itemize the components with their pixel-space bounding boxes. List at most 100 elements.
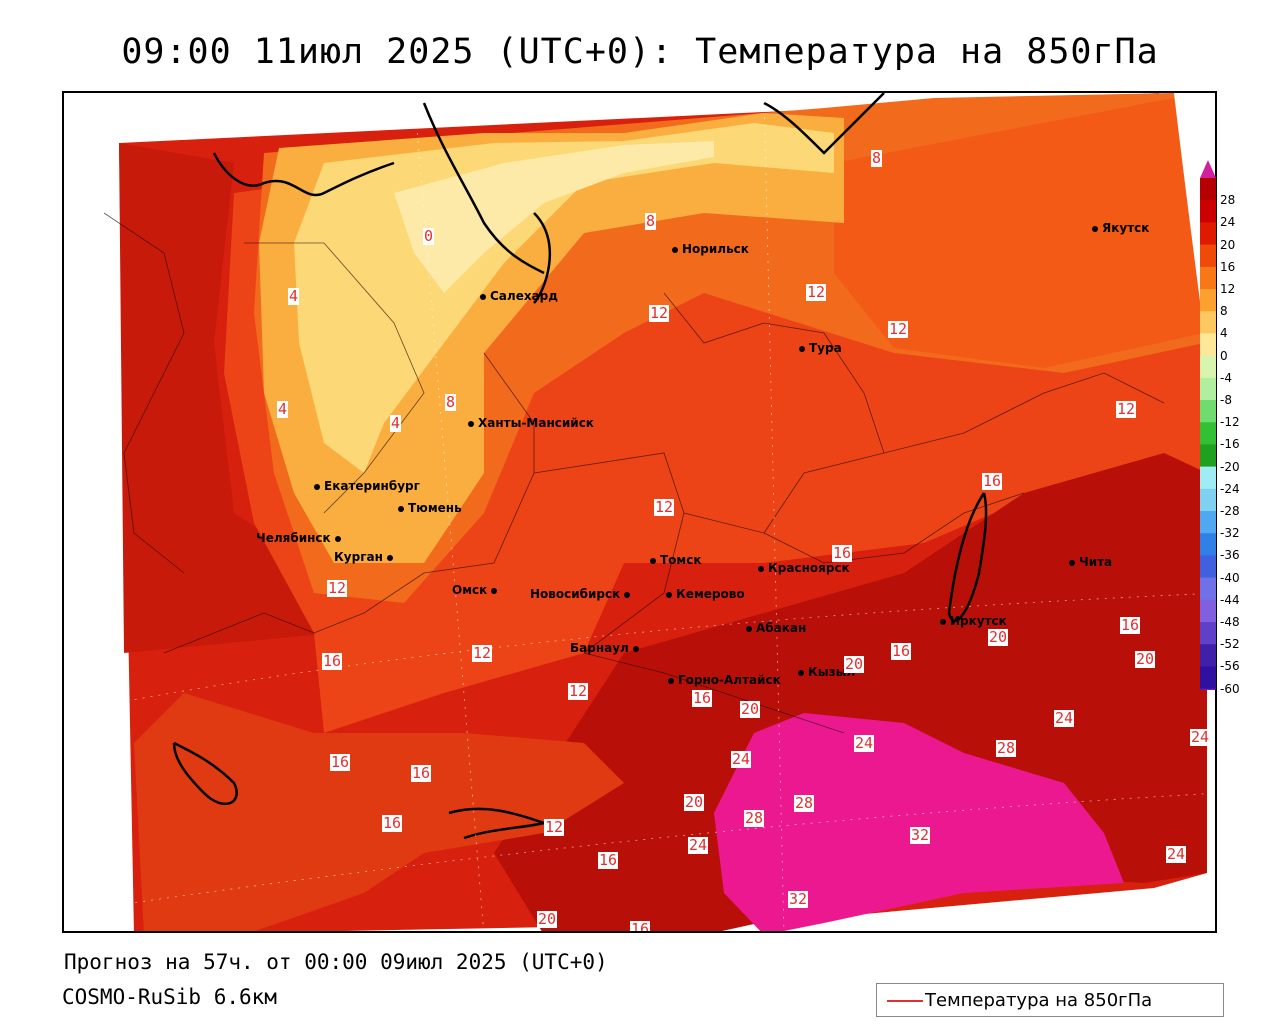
contour-label: 12	[649, 304, 670, 322]
contour-label: 16	[692, 689, 713, 707]
contour-label: 20	[537, 910, 558, 928]
color-scale-swatch	[1200, 666, 1216, 690]
contour-label: 28	[744, 809, 765, 827]
city-salekhard: Салехард	[480, 289, 558, 303]
contour-label: 16	[891, 642, 912, 660]
city-krasnoyarsk: Красноярск	[758, 561, 850, 575]
city-gorno-altaysk: Горно-Алтайск	[668, 673, 781, 687]
contour-label: 16	[832, 544, 853, 562]
model-name: COSMO-RuSib 6.6км	[62, 985, 277, 1009]
contour-label: 20	[740, 700, 761, 718]
color-scale-swatch	[1200, 178, 1216, 201]
color-scale-swatch	[1200, 266, 1216, 290]
city-norilsk: Норильск	[672, 242, 749, 256]
city-kemerovo: Кемерово	[666, 587, 745, 601]
contour-label: 16	[330, 753, 351, 771]
color-scale-tick: 28	[1220, 193, 1236, 208]
legend-line	[887, 1000, 923, 1002]
color-scale-swatch	[1200, 333, 1216, 357]
city-abakan: Абакан	[746, 621, 806, 635]
legend-label: Температура на 850гПа	[925, 990, 1153, 1011]
contour-label: 16	[411, 764, 432, 782]
contour-label: 8	[645, 212, 657, 230]
contour-label: 12	[1116, 400, 1137, 418]
contour-label: 8	[445, 393, 457, 411]
city-kurgan: Курган	[334, 550, 397, 564]
color-scale-swatch	[1200, 200, 1216, 223]
contour-label: 4	[277, 400, 289, 418]
forecast-info: Прогноз на 57ч. от 00:00 09июл 2025 (UTC…	[64, 950, 608, 974]
color-scale-tick: -16	[1220, 437, 1240, 452]
contour-label: 16	[598, 851, 619, 869]
color-scale-swatch	[1200, 533, 1216, 556]
color-scale-swatch	[1200, 444, 1216, 468]
color-scale-swatch	[1200, 599, 1216, 623]
color-scale-swatch	[1200, 466, 1216, 490]
color-scale-bar	[1200, 160, 1216, 690]
contour-label: 32	[788, 890, 809, 908]
color-scale-swatch	[1200, 400, 1216, 423]
city-chelyabinsk: Челябинск	[256, 531, 345, 545]
color-scale-tick: -36	[1220, 548, 1240, 563]
color-scale-tick: -60	[1220, 681, 1240, 696]
color-scale-tick: 20	[1220, 237, 1236, 252]
contour-label: 24	[1190, 728, 1211, 746]
color-scale: 28 24 20 16 12 8 4 0 -4 -8 -12 -16 -20 -24 -28 -32 -36 -4…	[1200, 160, 1280, 695]
contour-label: 24	[731, 750, 752, 768]
zone-ne-8	[834, 98, 1204, 368]
city-yekaterinburg: Екатеринбург	[314, 479, 420, 493]
contour-label: 16	[982, 472, 1003, 490]
city-khanty-mansiysk: Ханты-Мансийск	[468, 416, 594, 430]
contour-label: 12	[568, 682, 589, 700]
contour-label: 28	[996, 739, 1017, 757]
contour-label: 20	[1135, 650, 1156, 668]
contour-label: 20	[988, 628, 1009, 646]
city-kyzyl: Кызыл	[798, 665, 855, 679]
zone-20-west	[119, 143, 334, 653]
map-title: 09:00 11июл 2025 (UTC+0): Температура на…	[121, 32, 1159, 72]
contour-label: 12	[544, 818, 565, 836]
contour-label: 8	[871, 149, 883, 167]
color-scale-tick: -44	[1220, 592, 1240, 607]
color-scale-swatch	[1200, 422, 1216, 445]
contour-label: 12	[654, 498, 675, 516]
color-scale-swatch	[1200, 644, 1216, 667]
color-scale-tick: -4	[1220, 370, 1232, 385]
color-scale-tick: 4	[1220, 326, 1228, 341]
color-scale-tick: -56	[1220, 659, 1240, 674]
city-tomsk: Томск	[650, 553, 702, 567]
contour-label: 20	[684, 793, 705, 811]
contour-label: 0	[423, 227, 435, 245]
contour-label: 24	[1054, 709, 1075, 727]
contour-label: 28	[794, 794, 815, 812]
contour-label: 16	[322, 652, 343, 670]
color-scale-swatch	[1200, 244, 1216, 268]
color-scale-swatch	[1200, 355, 1216, 379]
contour-label: 12	[888, 320, 909, 338]
city-barnaul: Барнаул	[570, 641, 643, 655]
city-tura: Тура	[799, 341, 842, 355]
city-chita: Чита	[1069, 555, 1112, 569]
city-yakutsk: Якутск	[1092, 221, 1149, 235]
color-scale-swatch	[1200, 311, 1216, 334]
color-scale-swatch	[1200, 289, 1216, 312]
color-scale-tick: 0	[1220, 348, 1228, 363]
legend: Температура на 850гПа	[876, 983, 1224, 1017]
contour-label: 16	[382, 814, 403, 832]
color-scale-tick: 8	[1220, 304, 1228, 319]
color-scale-tick: 24	[1220, 215, 1236, 230]
contour-label: 16	[1120, 616, 1141, 634]
contour-label: 12	[472, 644, 493, 662]
color-scale-tick: 16	[1220, 259, 1236, 274]
color-scale-tick: -8	[1220, 393, 1232, 407]
color-scale-tick: -40	[1220, 570, 1240, 585]
color-scale-tick: 12	[1220, 282, 1236, 296]
color-scale-tick: -24	[1220, 481, 1240, 496]
city-novosibirsk: Новосибирск	[530, 587, 634, 601]
city-omsk: Омск	[452, 583, 501, 597]
contour-label: 24	[688, 836, 709, 854]
contour-label: 16	[630, 921, 651, 931]
color-scale-swatch	[1200, 622, 1216, 645]
color-scale-swatch	[1200, 555, 1216, 579]
color-scale-swatch	[1200, 511, 1216, 534]
